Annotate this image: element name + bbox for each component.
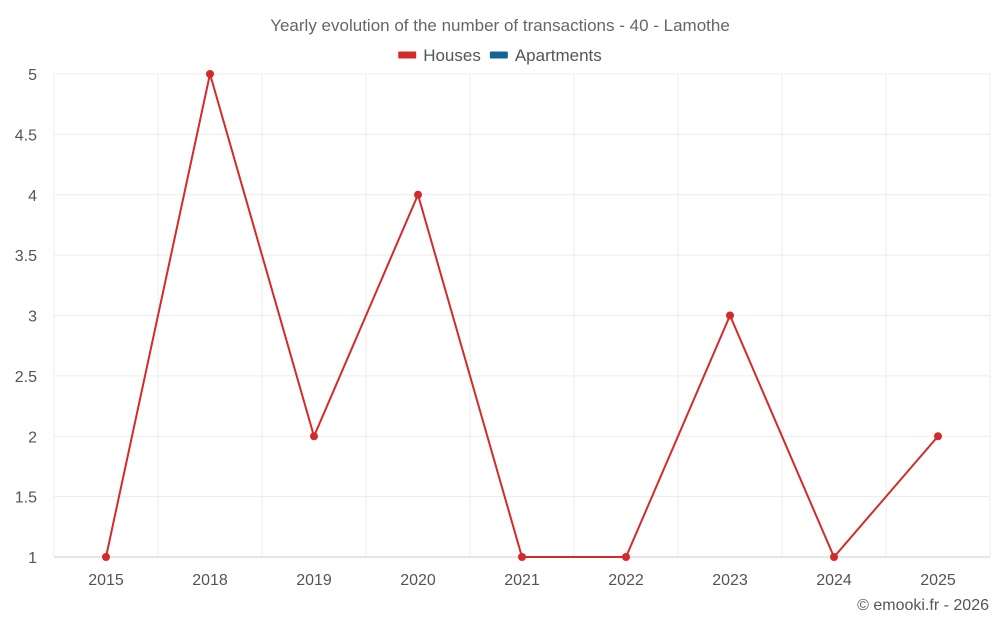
y-tick-label: 4 xyxy=(28,188,37,205)
x-tick-label: 2021 xyxy=(504,572,540,589)
x-tick-label: 2019 xyxy=(296,572,332,589)
legend-item-apartments: Apartments xyxy=(489,46,602,65)
data-point xyxy=(934,432,942,441)
legend: Houses Apartments xyxy=(398,46,602,65)
y-tick-label: 5 xyxy=(28,67,37,84)
data-point xyxy=(830,553,838,561)
data-point xyxy=(206,70,214,78)
y-axis: 1 1.5 2 2.5 3 3.5 4 4.5 5 xyxy=(15,67,37,567)
x-tick-label: 2023 xyxy=(712,572,748,589)
data-point xyxy=(518,553,526,561)
data-point xyxy=(726,311,734,320)
legend-label: Houses xyxy=(423,46,481,65)
y-tick-label: 1.5 xyxy=(15,490,37,507)
data-point xyxy=(310,432,318,441)
x-tick-label: 2022 xyxy=(608,572,644,589)
legend-label: Apartments xyxy=(515,46,602,65)
x-tick-label: 2018 xyxy=(192,572,228,589)
legend-item-houses: Houses xyxy=(398,46,481,65)
y-tick-label: 4.5 xyxy=(15,127,37,144)
x-tick-label: 2024 xyxy=(816,572,852,589)
legend-swatch xyxy=(398,51,417,59)
legend-swatch xyxy=(489,51,508,59)
x-tick-label: 2020 xyxy=(400,572,436,589)
series-layer xyxy=(102,70,942,561)
data-point xyxy=(622,553,630,561)
data-point xyxy=(414,190,422,199)
y-tick-label: 2 xyxy=(28,429,37,446)
y-tick-label: 2.5 xyxy=(15,369,37,386)
x-axis: 2015 2018 2019 2020 2021 2022 2023 2024 2025 xyxy=(88,572,956,589)
y-tick-label: 3.5 xyxy=(15,248,37,265)
x-tick-label: 2015 xyxy=(88,572,124,589)
data-point xyxy=(102,553,110,561)
credit-text: © emooki.fr - 2026 xyxy=(857,597,989,614)
chart-title: Yearly evolution of the number of transa… xyxy=(270,16,730,35)
y-tick-label: 3 xyxy=(28,309,37,326)
y-tick-label: 1 xyxy=(28,550,37,567)
x-tick-label: 2025 xyxy=(920,572,956,589)
